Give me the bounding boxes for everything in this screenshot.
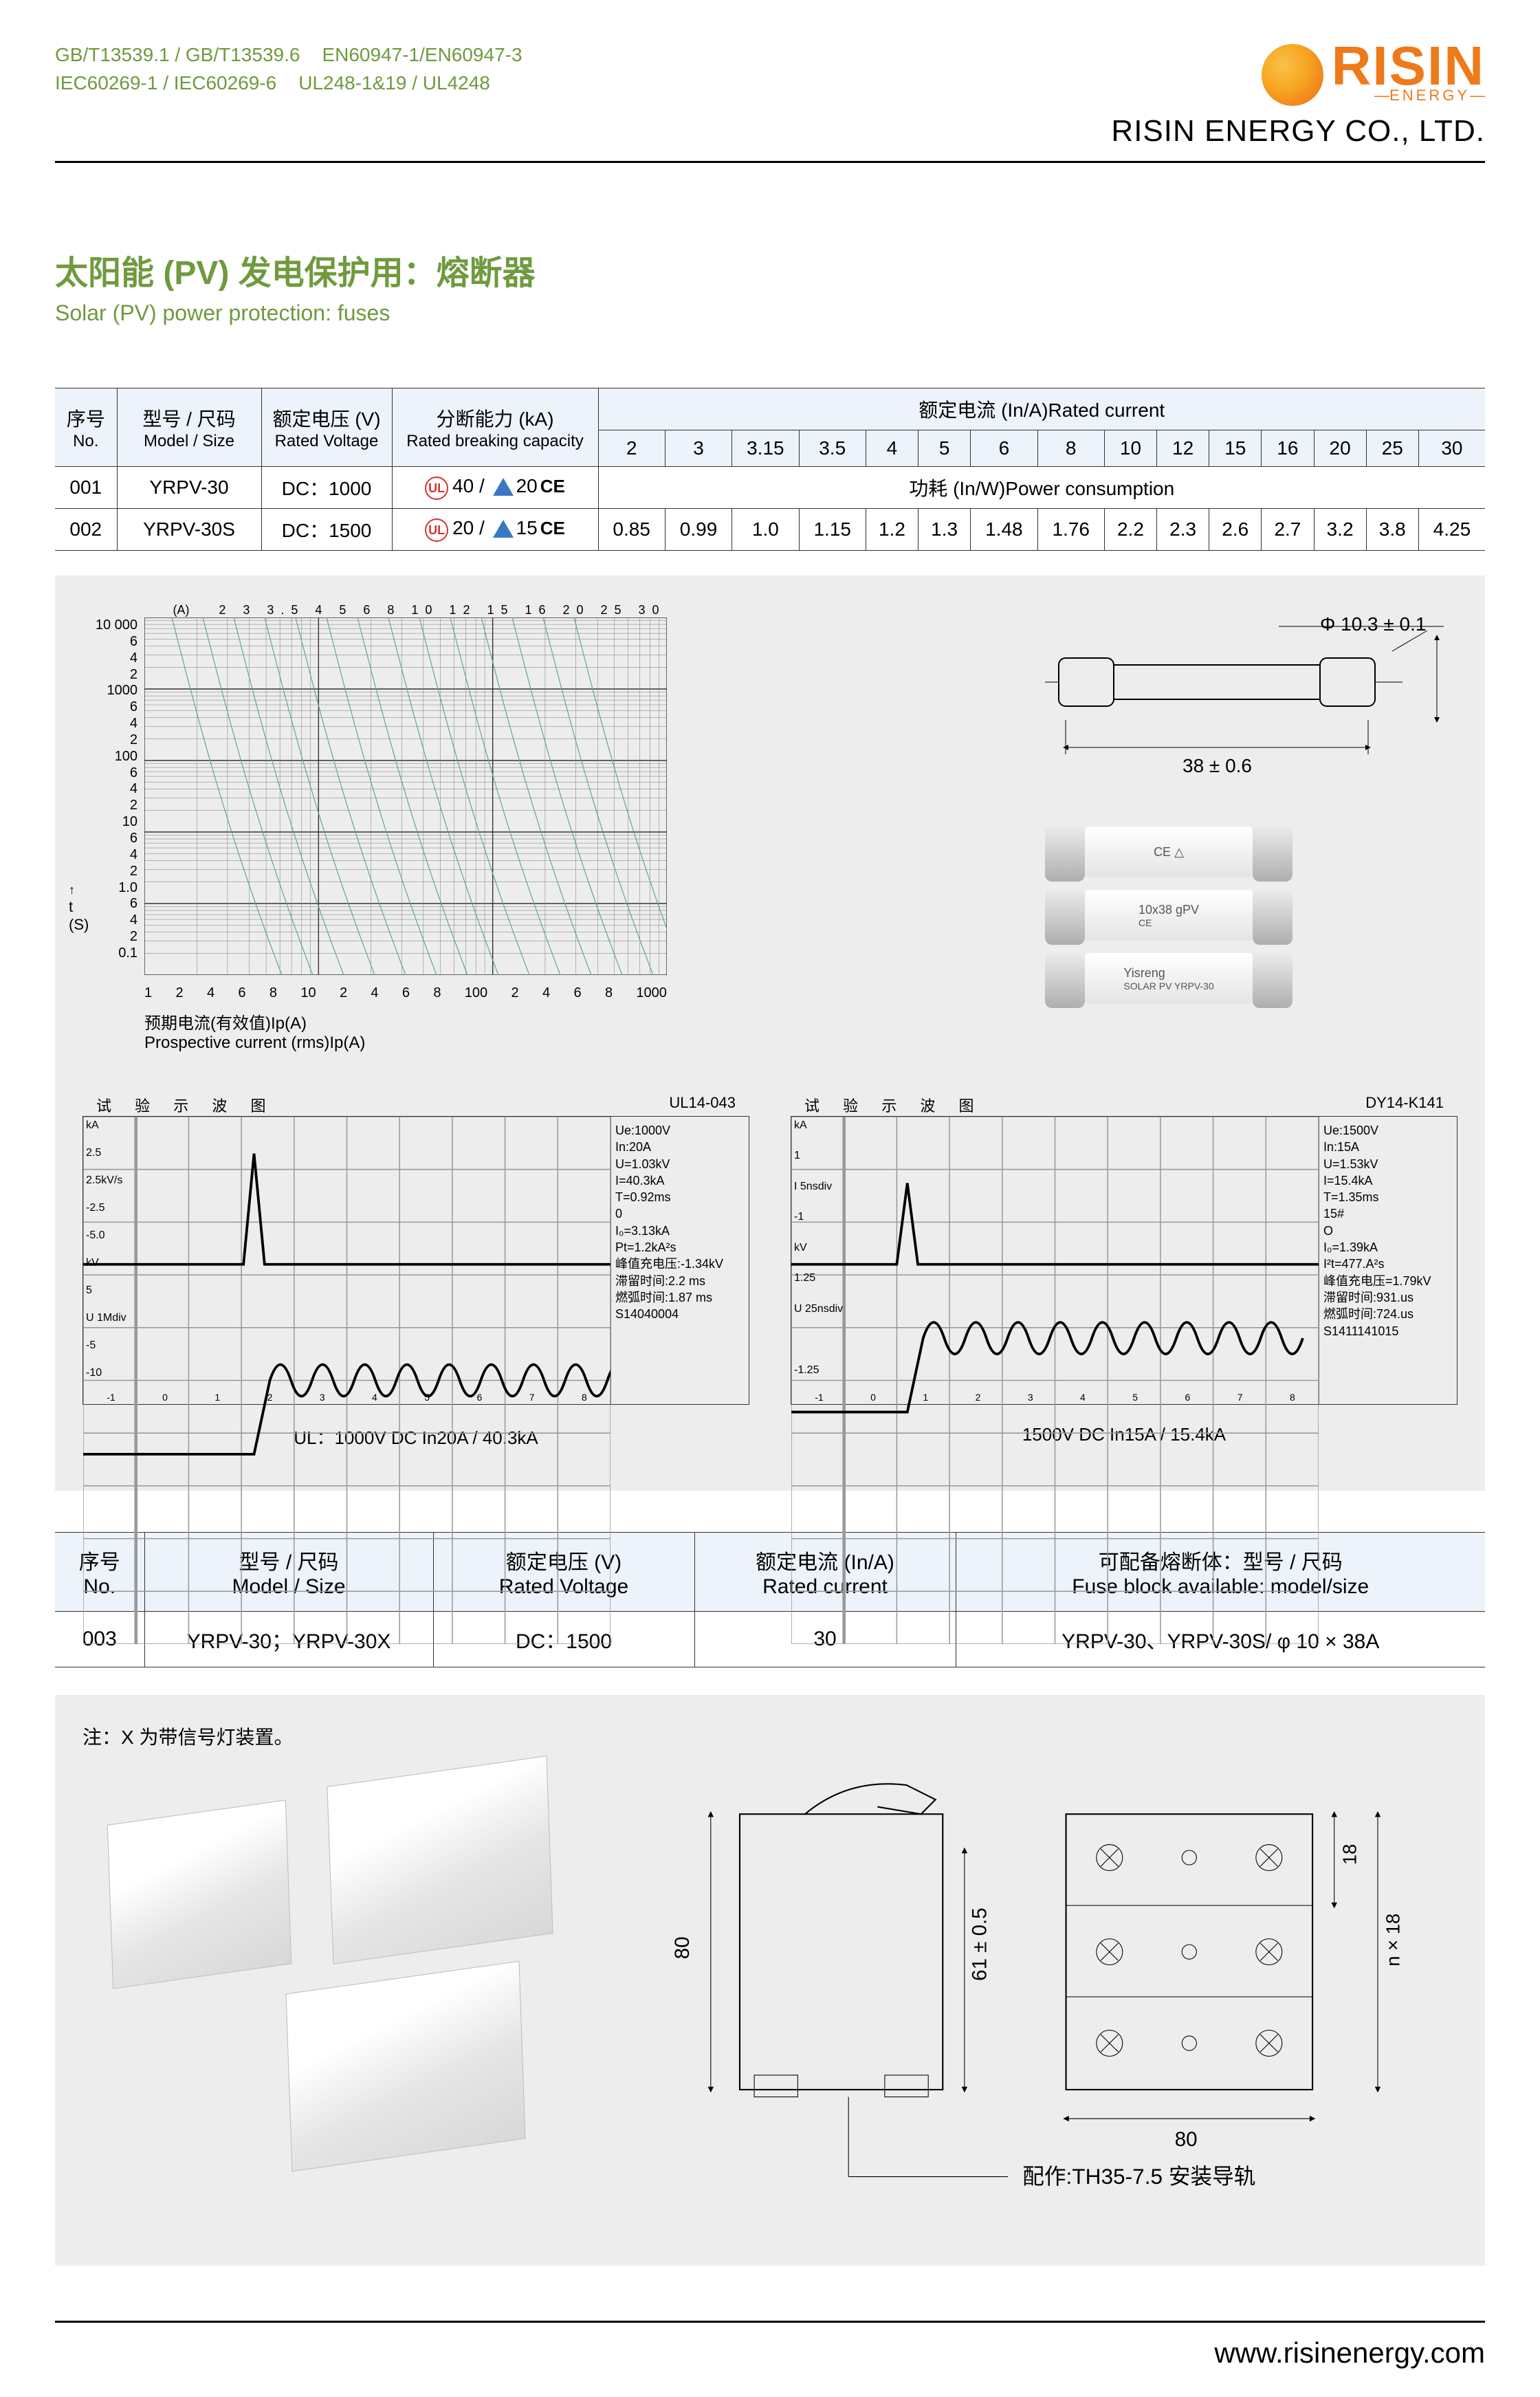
chart-x-caption: 预期电流(有效值)Ip(A) Prospective current (rms)… <box>144 1009 976 1053</box>
breaking-capacity-001: UL40 / 20CE <box>392 467 598 509</box>
svg-text:18: 18 <box>1339 1844 1360 1865</box>
svg-text:80: 80 <box>671 1936 694 1959</box>
ce-mark: CE <box>540 518 565 538</box>
triangle-icon <box>493 478 514 496</box>
svg-text:n × 18: n × 18 <box>1383 1914 1404 1967</box>
company-name: RISIN ENERGY CO., LTD. <box>1111 114 1485 149</box>
brand-subtitle: ENERGY <box>1332 87 1485 105</box>
footer-url: www.risinenergy.com <box>1214 2336 1485 2369</box>
dim-diameter: Φ 10.3 ± 0.1 <box>1320 613 1426 635</box>
fuse-holder-photos <box>82 1771 619 2197</box>
note-text: 注：X 为带信号灯装置。 <box>82 1722 1458 1750</box>
svg-text:61 ± 0.5: 61 ± 0.5 <box>969 1907 991 1980</box>
chart-top-labels: (A) 2 3 3.5 4 5 6 8 10 12 15 16 20 25 30 <box>158 603 681 617</box>
fuse-photo: 10x38 gPVCE <box>1045 886 1292 945</box>
time-current-chart: 10 0006421000642100642106421.06420.1 ↑t(… <box>144 617 667 975</box>
charts-panel: (A) 2 3 3.5 4 5 6 8 10 12 15 16 20 25 30… <box>55 576 1485 1491</box>
fuse-photos: CE △10x38 gPVCEYisrengSOLAR PV YRPV-30 <box>1018 822 1458 1008</box>
fuse-photo: CE △ <box>1045 822 1292 882</box>
triangle-icon <box>493 520 514 538</box>
page-footer: www.risinenergy.com <box>55 2321 1485 2369</box>
title-en: Solar (PV) power protection: fuses <box>55 300 1485 326</box>
svg-text:38 ± 0.6: 38 ± 0.6 <box>1182 755 1252 776</box>
holder-dimension-diagram: 80 61 ± 0.5 <box>660 1771 1458 2238</box>
section-title: 太阳能 (PV) 发电保护用：熔断器 Solar (PV) power prot… <box>55 245 1485 326</box>
logo-block: RISIN ENERGY RISIN ENERGY CO., LTD. <box>1111 41 1485 149</box>
page-header: GB/T13539.1 / GB/T13539.6EN60947-1/EN609… <box>55 41 1485 163</box>
waveform: 试 验 示 波 图UL14-043 kA2.52.5kV/s-2.5-5.0kV… <box>82 1094 749 1449</box>
fuse-dimension-diagram: Φ 10.3 ± 0.1 38 ± 0.6 CE △10x38 gPVCEYis… <box>1018 603 1458 1012</box>
standards-block: GB/T13539.1 / GB/T13539.6EN60947-1/EN609… <box>55 41 544 97</box>
ul-icon: UL <box>425 518 448 542</box>
fuse-photo: YisrengSOLAR PV YRPV-30 <box>1045 949 1292 1008</box>
holder-panel: 注：X 为带信号灯装置。 80 61 ± 0.5 <box>55 1695 1485 2266</box>
spec-table-1: 序号 No. 型号 / 尺码 Model / Size 额定电压 (V) Rat… <box>55 388 1485 551</box>
title-cn: 太阳能 (PV) 发电保护用：熔断器 <box>55 245 1485 294</box>
svg-text:80: 80 <box>1175 2128 1198 2151</box>
brand-name: RISIN <box>1332 41 1485 91</box>
sun-icon <box>1262 44 1323 106</box>
breaking-capacity-002: UL20 / 15CE <box>392 509 598 551</box>
svg-text:配作:TH35-7.5 安装导轨: 配作:TH35-7.5 安装导轨 <box>1022 2164 1255 2189</box>
ce-mark: CE <box>540 476 565 496</box>
waveform: 试 验 示 波 图DY14-K141 kA1I 5nsdiv-1kV1.25U … <box>791 1094 1458 1449</box>
ul-icon: UL <box>425 477 448 500</box>
